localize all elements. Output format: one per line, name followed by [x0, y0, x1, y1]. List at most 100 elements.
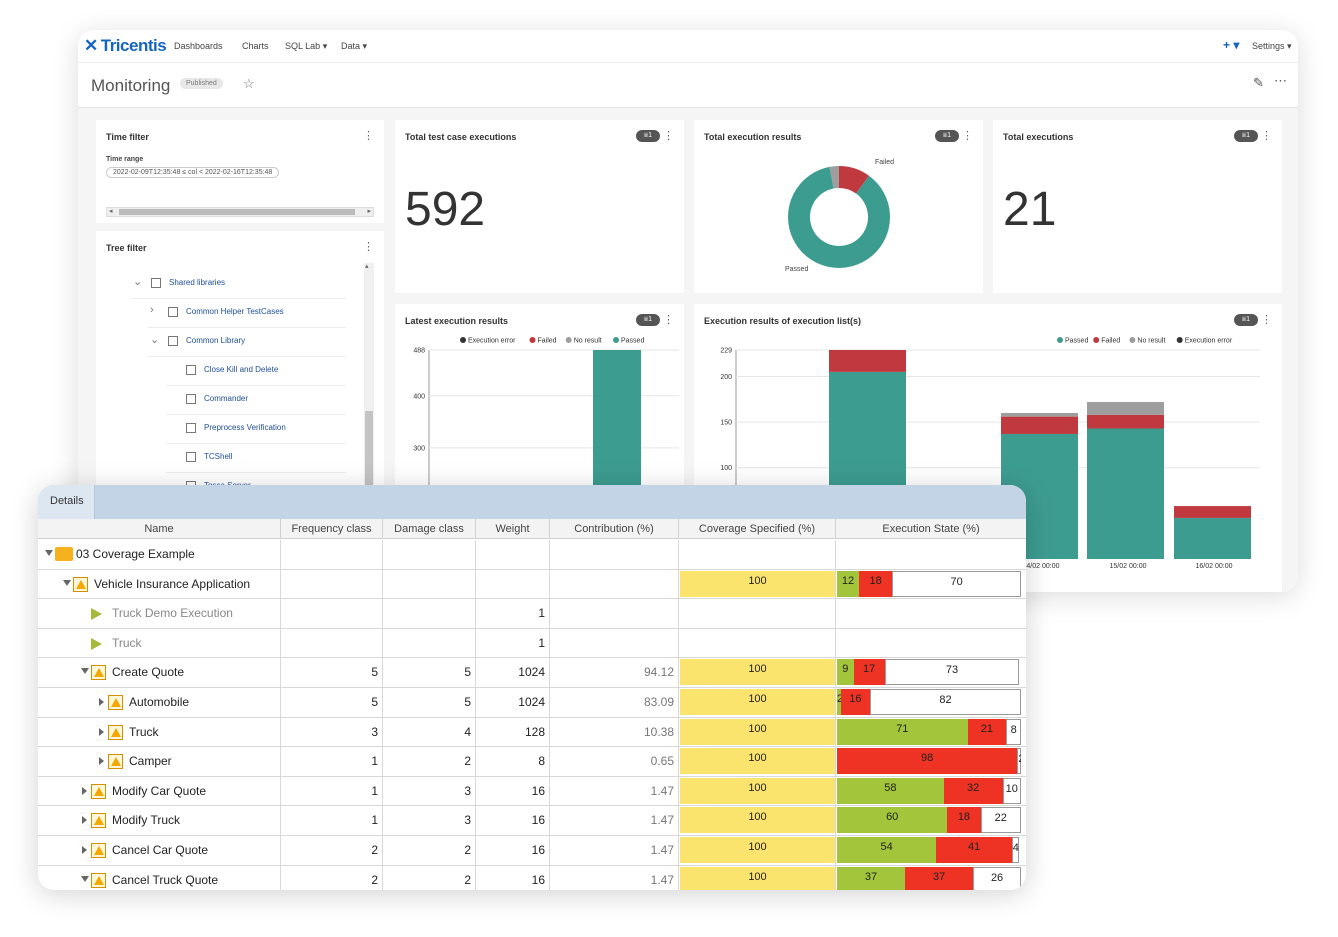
card-title: Tree filter [106, 243, 147, 253]
col-frequency-class[interactable]: Frequency class [281, 519, 383, 539]
y-tick-label: 150 [720, 420, 732, 427]
filter-badge[interactable]: ⩸1 [1234, 130, 1258, 142]
collapse-triangle-icon[interactable] [81, 875, 89, 882]
collapse-triangle-icon[interactable] [45, 550, 53, 556]
legend-label: Failed [1101, 338, 1120, 345]
col-damage-class[interactable]: Damage class [383, 519, 476, 539]
coverage-bar: 100 [680, 777, 835, 804]
tree-item[interactable]: TCShell [166, 445, 346, 473]
expand-triangle-icon[interactable] [82, 786, 87, 795]
cell-name: Cancel Truck Quote [38, 865, 281, 890]
table-row[interactable]: Modify Truck 1 3 16 1.47 100 60 18 22 [38, 806, 1026, 836]
cell-coverage: 100 [679, 836, 836, 865]
tree-item-checkbox[interactable] [168, 307, 178, 317]
star-icon[interactable]: ☆ [243, 76, 255, 91]
row-name: Modify Truck [112, 813, 181, 828]
bar-segment-failed [829, 350, 906, 372]
cell-coverage: 100 [679, 569, 836, 599]
filter-badge[interactable]: ⩸1 [636, 314, 660, 326]
edit-icon[interactable]: ✎ [1253, 75, 1264, 90]
tree-item[interactable]: ⌄ Common Library [148, 329, 346, 357]
cell-execution-state: 982 [836, 747, 1026, 776]
passed-segment: 37 [837, 866, 906, 890]
card-menu-icon[interactable]: ⋮ [1261, 314, 1272, 326]
chevron-down-icon[interactable]: ⌄ [150, 334, 160, 346]
card-menu-icon[interactable]: ⋮ [663, 130, 674, 142]
collapse-triangle-icon[interactable] [81, 668, 89, 675]
coverage-bar: 100 [680, 570, 835, 597]
cell-weight: 16 [476, 836, 550, 865]
table-row[interactable]: Create Quote 5 5 1024 94.12 100 9 17 73 [38, 658, 1026, 688]
brand-logo[interactable]: ✕ Tricentis [84, 36, 167, 56]
coverage-bar: 100 [680, 866, 835, 890]
table-row[interactable]: Vehicle Insurance Application 100 12 18 70 [38, 569, 1026, 600]
tree-item[interactable]: ⌄ Shared libraries [131, 271, 346, 299]
tree-item[interactable]: Preprocess Verification [166, 416, 346, 444]
card-menu-icon[interactable]: ⋮ [962, 130, 973, 142]
y-tick-label: 229 [720, 348, 732, 355]
tree-item-checkbox[interactable] [186, 365, 196, 375]
tree-item-checkbox[interactable] [186, 423, 196, 433]
table-row[interactable]: Truck 1 [38, 628, 1026, 659]
card-menu-icon[interactable]: ⋮ [1261, 130, 1272, 142]
scroll-right-icon[interactable]: ▸ [367, 208, 371, 215]
cell-coverage: 100 [679, 865, 836, 890]
expand-triangle-icon[interactable] [99, 698, 104, 706]
scroll-left-icon[interactable]: ◂ [109, 208, 113, 215]
col-coverage-specified[interactable]: Coverage Specified (%) [679, 519, 836, 539]
tab-details[interactable]: Details [38, 485, 95, 519]
time-range-value[interactable]: 2022-02-09T12:35:48 ≤ col < 2022-02-16T1… [106, 167, 280, 178]
table-row[interactable]: Cancel Truck Quote 2 2 16 1.47 100 37 37 26 [38, 865, 1026, 890]
tree-item-checkbox[interactable] [186, 394, 196, 404]
table-row[interactable]: Truck 3 4 128 10.38 100 71 21 8 [38, 717, 1026, 748]
col-contribution[interactable]: Contribution (%) [550, 519, 679, 539]
filter-badge[interactable]: ⩸1 [935, 130, 959, 142]
table-row[interactable]: Cancel Car Quote 2 2 16 1.47 100 54 41 4 [38, 836, 1026, 866]
card-menu-icon[interactable]: ⋮ [363, 241, 374, 253]
filter-badge[interactable]: ⩸1 [636, 130, 660, 142]
nav-sql-lab[interactable]: SQL Lab ▾ [285, 41, 328, 51]
scrollbar-thumb[interactable] [119, 209, 355, 215]
legend-marker [1057, 337, 1063, 343]
requirement-warning-icon [108, 695, 123, 710]
scroll-up-icon[interactable]: ▴ [365, 263, 369, 270]
tree-item[interactable]: Commander [166, 387, 346, 415]
tree-item[interactable]: Close Kill and Delete [166, 358, 346, 386]
horizontal-scrollbar[interactable]: ◂ ▸ [106, 207, 374, 217]
tree-item[interactable]: › Common Helper TestCases [148, 300, 346, 328]
tree-item-checkbox[interactable] [186, 452, 196, 462]
expand-triangle-icon[interactable] [99, 757, 104, 766]
expand-triangle-icon[interactable] [82, 816, 87, 825]
table-row[interactable]: 03 Coverage Example [38, 540, 1026, 570]
filter-badge[interactable]: ⩸1 [1234, 314, 1258, 326]
cell-freq: 1 [281, 806, 383, 835]
add-menu-button[interactable]: + ▾ [1223, 38, 1240, 52]
filter-count: 1 [1246, 132, 1251, 139]
table-row[interactable]: Modify Car Quote 1 3 16 1.47 100 58 32 10 [38, 776, 1026, 807]
expand-triangle-icon[interactable] [82, 846, 87, 854]
card-menu-icon[interactable]: ⋮ [663, 314, 674, 326]
expand-triangle-icon[interactable] [99, 727, 104, 736]
card-menu-icon[interactable]: ⋮ [363, 130, 374, 142]
requirement-warning-icon [108, 724, 123, 740]
col-name[interactable]: Name [38, 519, 281, 539]
cell-weight: 1024 [476, 658, 550, 687]
col-weight[interactable]: Weight [476, 519, 550, 539]
more-options-icon[interactable]: ⋯ [1274, 73, 1287, 88]
tree-item-checkbox[interactable] [151, 278, 161, 288]
settings-menu[interactable]: Settings ▾ [1252, 41, 1292, 51]
collapse-triangle-icon[interactable] [63, 579, 71, 586]
chevron-right-icon[interactable]: › [150, 304, 154, 316]
requirement-warning-icon [91, 783, 106, 799]
nav-dashboards[interactable]: Dashboards [174, 41, 223, 51]
y-tick-label: 300 [413, 445, 425, 452]
nav-data[interactable]: Data ▾ [341, 41, 368, 51]
nav-charts[interactable]: Charts [242, 41, 269, 51]
requirement-warning-icon [73, 576, 88, 592]
tree-item-checkbox[interactable] [168, 336, 178, 346]
col-execution-state[interactable]: Execution State (%) [882, 523, 980, 535]
chevron-down-icon[interactable]: ⌄ [133, 276, 143, 288]
table-row[interactable]: Truck Demo Execution 1 [38, 599, 1026, 629]
